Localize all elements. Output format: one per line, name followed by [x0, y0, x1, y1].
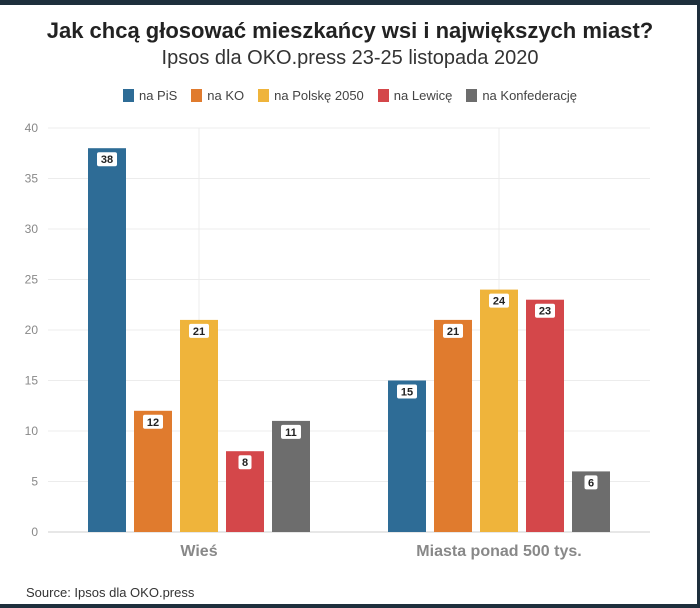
y-tick-label: 25 — [25, 273, 39, 287]
legend-item-2: na Polskę 2050 — [258, 88, 364, 103]
y-tick-label: 20 — [25, 323, 39, 337]
legend-label: na Konfederację — [482, 88, 578, 103]
legend-label: na Polskę 2050 — [274, 88, 364, 103]
legend-swatch — [258, 89, 270, 102]
legend-swatch — [122, 89, 134, 102]
value-label-bg — [584, 475, 598, 490]
value-label-bg — [238, 455, 252, 470]
category-label: Wieś — [180, 543, 217, 560]
bar — [480, 289, 518, 532]
value-label: 38 — [101, 154, 113, 166]
value-label: 24 — [493, 296, 506, 308]
chart-source: Source: Ipsos dla OKO.press — [26, 585, 195, 600]
bar — [180, 319, 218, 532]
value-label-bg — [535, 303, 555, 318]
category-label: Miasta ponad 500 tys. — [416, 543, 581, 560]
value-label-bg — [397, 384, 417, 399]
value-label-bg — [143, 414, 163, 429]
y-tick-label: 35 — [25, 172, 39, 186]
legend-swatch — [466, 89, 478, 102]
y-tick-label: 30 — [25, 222, 39, 236]
legend-item-4: na Konfederację — [466, 88, 577, 103]
legend-item-1: na KO — [191, 88, 244, 103]
y-tick-label: 10 — [25, 424, 39, 438]
value-label: 11 — [285, 427, 297, 439]
value-label-bg — [281, 424, 301, 439]
value-label-bg — [189, 323, 209, 338]
legend-label: na PiS — [138, 88, 178, 103]
legend-swatch — [377, 89, 389, 102]
value-label-bg — [443, 323, 463, 338]
legend-item-3: na Lewicę — [377, 88, 453, 103]
bottom-border — [0, 604, 700, 608]
bar — [88, 148, 126, 532]
bar — [388, 380, 426, 532]
value-label: 12 — [147, 417, 159, 429]
legend-swatch — [191, 89, 203, 102]
legend-label: na Lewicę — [393, 88, 453, 103]
y-tick-label: 15 — [25, 374, 39, 388]
bar — [134, 410, 172, 532]
value-label: 8 — [242, 457, 248, 469]
value-label: 23 — [539, 306, 551, 318]
bar — [434, 319, 472, 532]
chart-subtitle: Ipsos dla OKO.press 23-25 listopada 2020 — [161, 47, 539, 69]
top-border — [0, 0, 700, 5]
bar — [272, 420, 310, 532]
value-label: 21 — [193, 326, 205, 338]
y-tick-label: 5 — [31, 475, 38, 489]
bar — [526, 299, 564, 532]
value-label: 21 — [447, 326, 459, 338]
legend-item-0: na PiS — [122, 88, 178, 103]
legend-label: na KO — [207, 88, 245, 103]
value-label-bg — [489, 293, 509, 308]
value-label: 6 — [588, 477, 594, 489]
value-label: 15 — [401, 387, 413, 399]
y-tick-label: 0 — [31, 525, 38, 539]
chart-title: Jak chcą głosować mieszkańcy wsi i najwi… — [46, 18, 654, 43]
y-tick-label: 40 — [25, 121, 39, 135]
value-label-bg — [97, 152, 117, 167]
right-border — [697, 0, 700, 608]
legend: na PiS na KO na Polskę 2050 na Lewicę na Kon… — [0, 88, 700, 103]
